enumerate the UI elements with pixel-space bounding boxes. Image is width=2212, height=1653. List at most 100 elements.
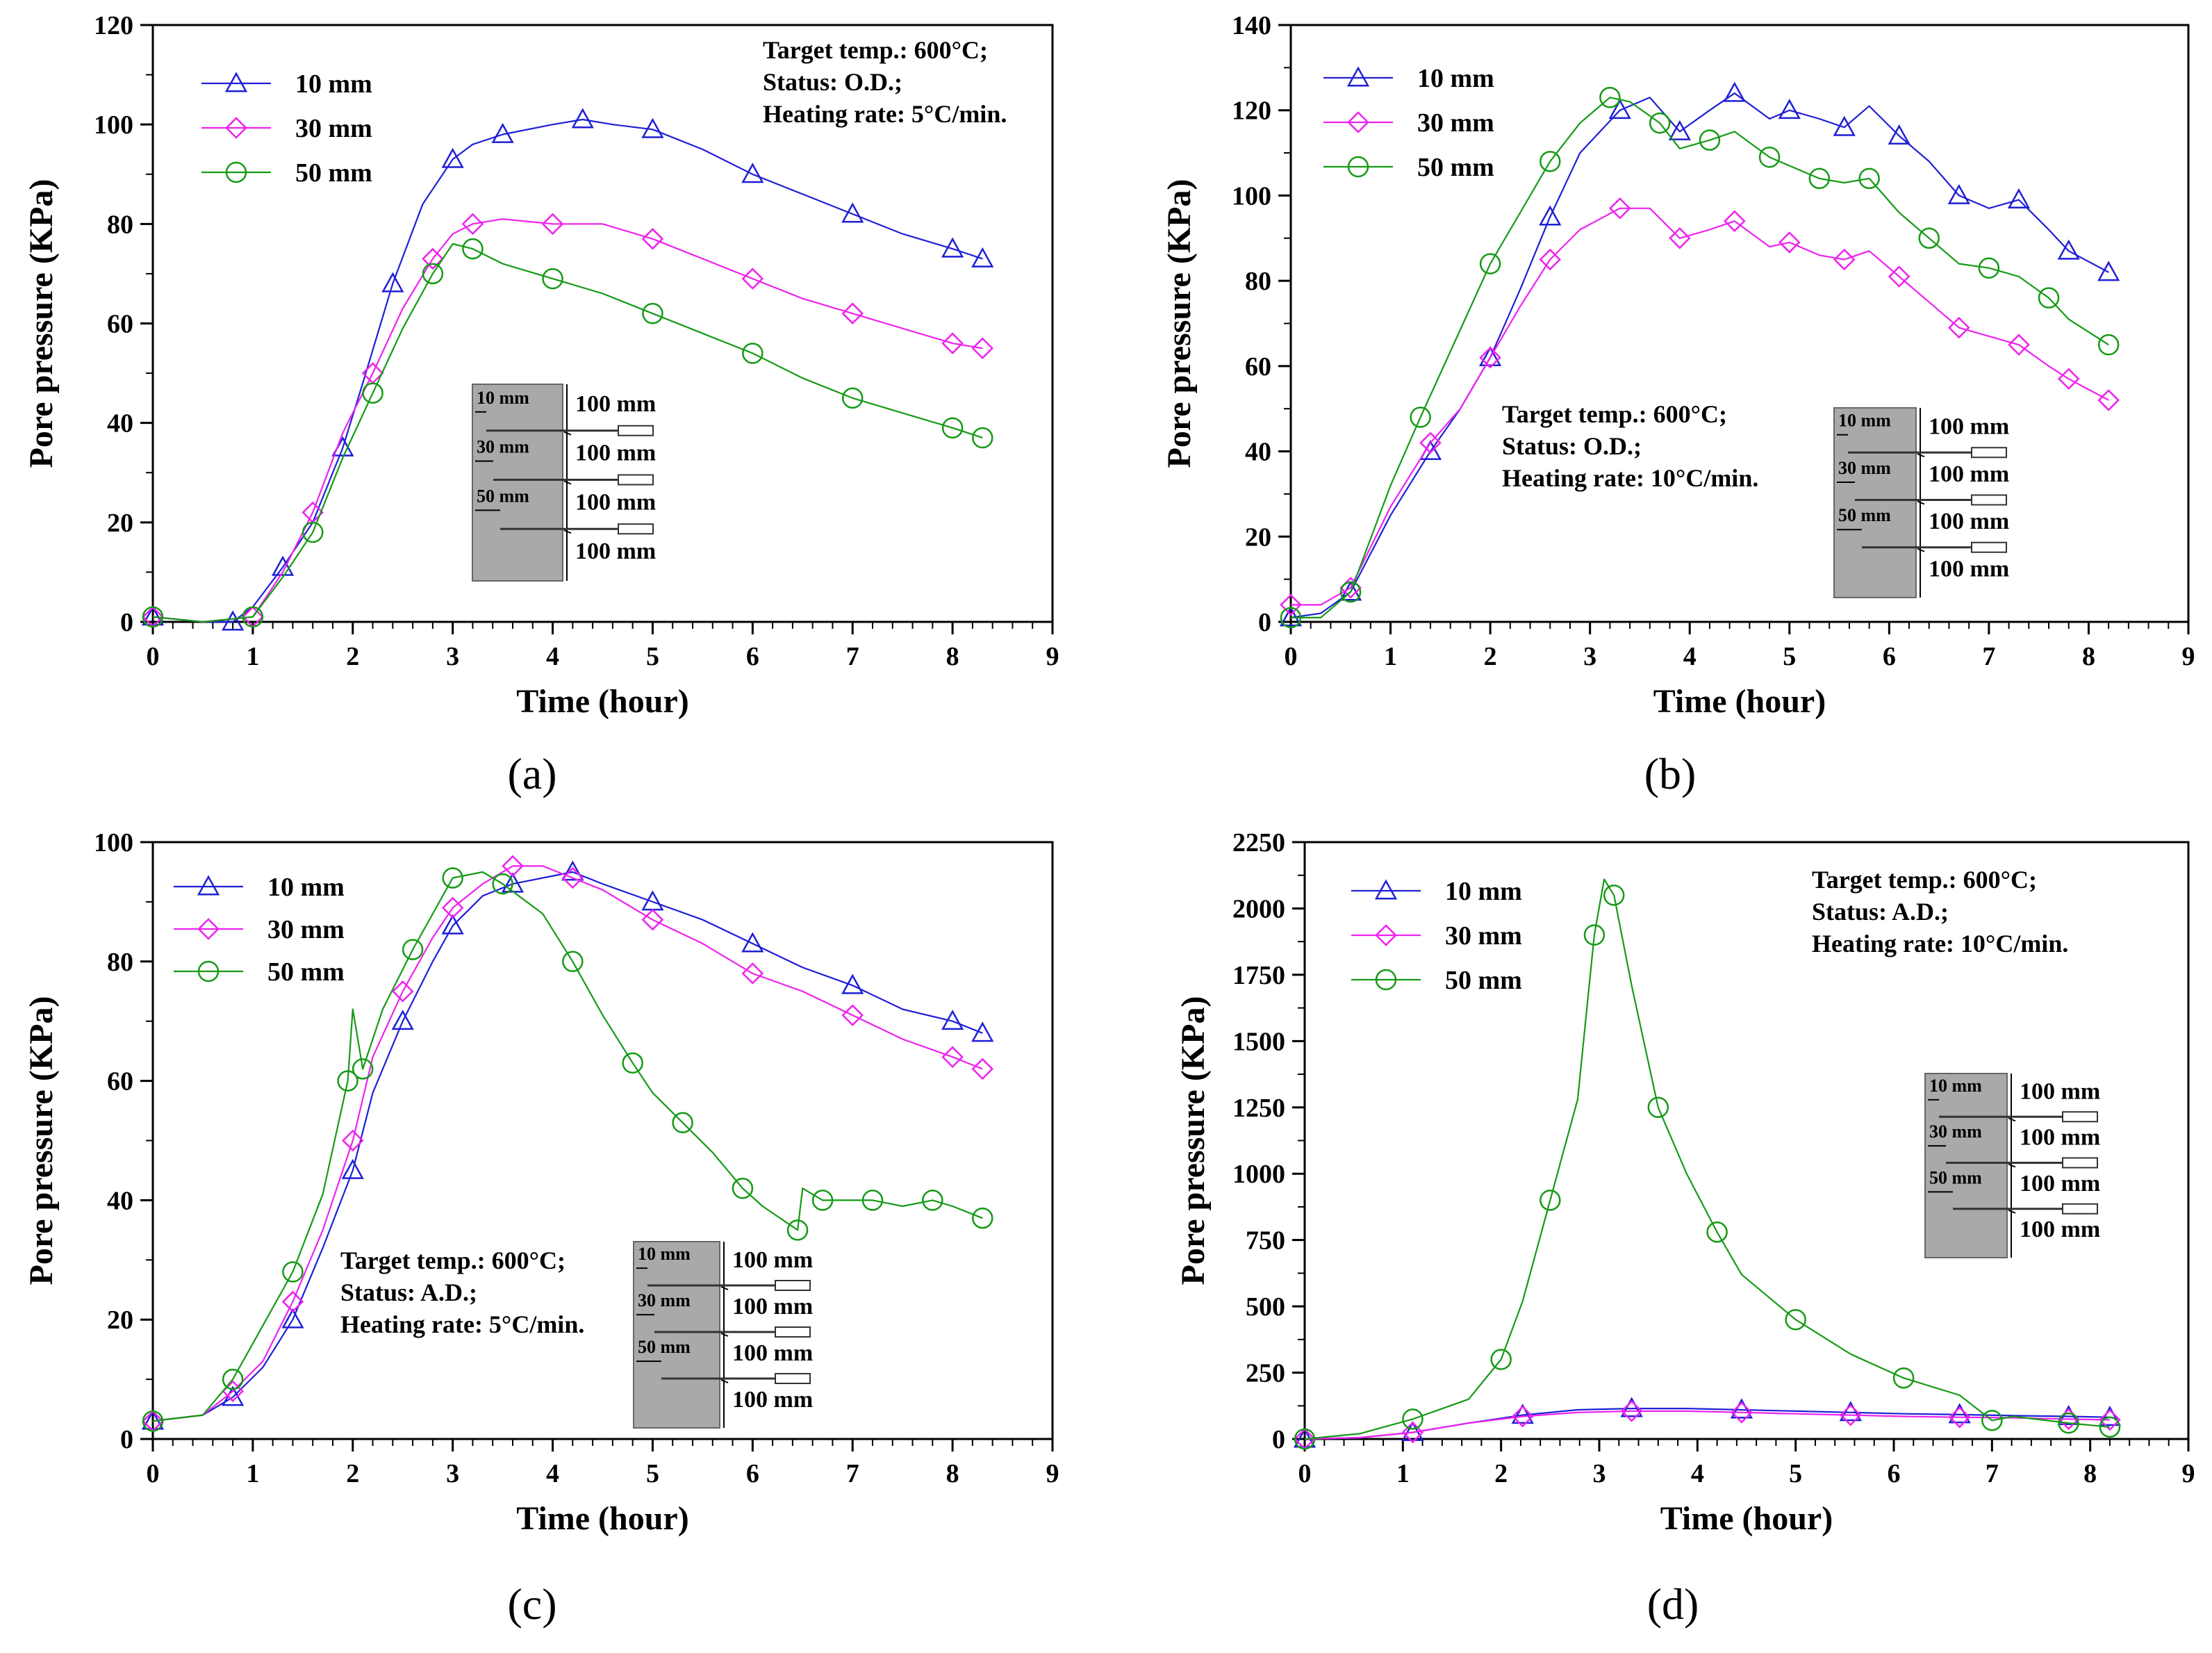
y-axis-title: Pore pressure (KPa) — [1175, 996, 1212, 1285]
data-point-marker — [742, 343, 764, 364]
inset-tick — [563, 529, 572, 534]
data-point-marker — [922, 1190, 943, 1211]
data-point-marker — [337, 1070, 358, 1092]
x-tick-label: 1 — [1384, 642, 1397, 671]
data-point-marker — [972, 427, 993, 449]
panel-label: (b) — [1644, 749, 1697, 798]
data-point-marker — [1888, 124, 1910, 145]
y-tick-label: 750 — [1246, 1226, 1285, 1256]
y-tick-label: 1750 — [1232, 961, 1285, 990]
inset-probe-connector — [775, 1326, 811, 1338]
x-tick-label: 1 — [246, 642, 259, 671]
data-point-marker — [362, 382, 383, 404]
annotation-note: Status: A.D.; — [340, 1278, 477, 1306]
x-tick-label: 6 — [746, 642, 759, 671]
y-tick-label: 250 — [1246, 1359, 1285, 1388]
y-tick-label: 40 — [107, 1186, 133, 1215]
data-point-marker — [741, 932, 764, 953]
inset-length-label: 100 mm — [2020, 1078, 2100, 1104]
series-line-50mm — [1291, 97, 2109, 619]
data-point-marker — [441, 896, 464, 919]
y-tick-label: 120 — [1232, 97, 1271, 126]
y-tick-label: 40 — [1245, 438, 1271, 467]
inset-tick — [2008, 1163, 2016, 1168]
data-point-marker — [1947, 183, 1970, 204]
inset-depth-label: 10 mm — [638, 1244, 691, 1264]
y-tick-label: 2000 — [1232, 894, 1285, 923]
data-point-marker — [561, 866, 584, 889]
x-tick-label: 2 — [1484, 642, 1497, 671]
data-point-marker — [841, 202, 864, 223]
data-point-marker — [786, 1219, 809, 1241]
x-tick-label: 7 — [846, 1459, 859, 1488]
data-point-marker — [1511, 1404, 1534, 1424]
data-point-marker — [142, 606, 164, 628]
data-point-marker — [1599, 87, 1621, 108]
legend-marker — [1347, 156, 1369, 178]
inset-depth-label: 50 mm — [1838, 505, 1891, 525]
data-point-marker — [1539, 151, 1561, 172]
x-tick-label: 3 — [1583, 642, 1596, 671]
inset-probe-connector — [618, 523, 654, 535]
x-tick-label: 2 — [346, 642, 359, 671]
inset-depth-label: 50 mm — [477, 486, 529, 506]
x-tick-label: 7 — [1986, 1459, 1999, 1488]
legend-label: 30 mm — [1445, 921, 1522, 951]
panel-label: (d) — [1647, 1579, 1699, 1629]
x-tick-label: 0 — [1285, 642, 1298, 671]
data-point-marker — [1479, 346, 1501, 369]
legend-marker — [1346, 66, 1370, 87]
annotation-note: Target temp.: 600°C; — [340, 1247, 566, 1274]
x-tick-label: 8 — [946, 642, 959, 671]
inset-tick — [720, 1379, 729, 1383]
inset-tick — [563, 480, 572, 485]
data-point-marker — [2098, 1406, 2122, 1426]
data-point-marker — [1981, 1410, 2003, 1431]
data-point-marker — [1808, 167, 1831, 190]
data-point-marker — [441, 147, 464, 168]
inset-length-label: 100 mm — [1929, 509, 2009, 534]
legend-label: 30 mm — [295, 114, 372, 143]
y-tick-label: 80 — [1245, 267, 1271, 296]
data-point-marker — [271, 555, 295, 576]
inset-specimen — [633, 1241, 720, 1429]
data-point-marker — [1669, 227, 1691, 249]
inset-depth-label: 30 mm — [1929, 1121, 1982, 1142]
data-point-marker — [341, 1158, 364, 1179]
data-point-marker — [2097, 261, 2120, 281]
y-tick-label: 20 — [107, 1306, 133, 1335]
y-tick-label: 20 — [1245, 523, 1271, 552]
inset-probe-connector — [1971, 494, 2007, 506]
y-tick-label: 120 — [94, 11, 133, 40]
inset-length-label: 100 mm — [575, 441, 656, 466]
legend-label: 10 mm — [1445, 877, 1522, 906]
data-point-marker — [402, 939, 424, 960]
series-line-50mm — [152, 242, 983, 623]
data-point-marker — [1603, 885, 1625, 906]
annotation-note: Heating rate: 5°C/min. — [340, 1310, 584, 1338]
inset-tick — [563, 431, 572, 436]
x-tick-label: 3 — [446, 1459, 459, 1488]
data-point-marker — [141, 605, 165, 626]
data-point-marker — [492, 873, 513, 895]
x-tick-label: 7 — [1982, 642, 1995, 671]
data-point-marker — [1410, 406, 1431, 428]
data-point-marker — [1608, 99, 1631, 120]
data-point-marker — [641, 908, 664, 931]
x-tick-label: 0 — [147, 1459, 160, 1488]
legend-label: 10 mm — [295, 69, 372, 99]
data-point-marker — [1706, 1221, 1728, 1243]
x-tick-label: 7 — [846, 642, 859, 671]
panel-label: (c) — [507, 1579, 556, 1629]
inset-length-label: 100 mm — [1929, 556, 2009, 582]
data-point-marker — [1608, 197, 1631, 220]
data-point-marker — [941, 237, 964, 258]
inset-depth-label: 10 mm — [477, 388, 529, 408]
x-tick-label: 1 — [1396, 1459, 1410, 1488]
inset-depth-label: 10 mm — [1929, 1076, 1982, 1096]
data-point-marker — [1279, 606, 1303, 627]
data-point-marker — [1948, 1406, 1971, 1429]
data-point-marker — [542, 268, 563, 290]
inset-length-label: 100 mm — [732, 1340, 813, 1366]
series-line-10mm — [1290, 92, 2109, 618]
